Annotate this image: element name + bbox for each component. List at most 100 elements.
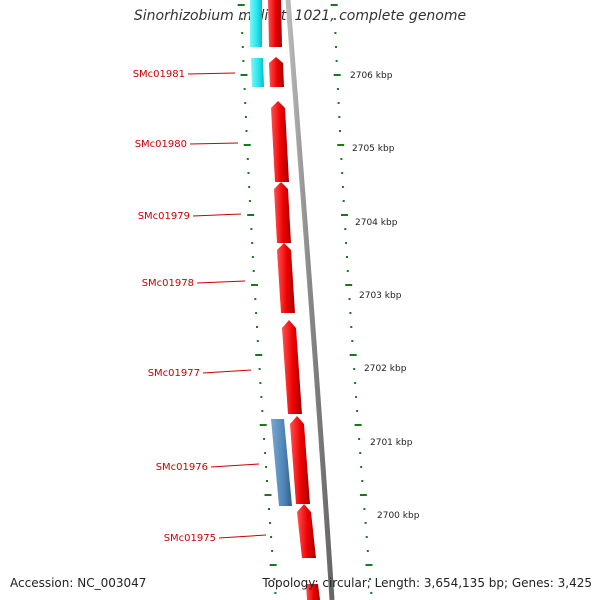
minor-tick [255, 312, 258, 314]
major-tick [264, 494, 272, 496]
genome-title: Sinorhizobium meliloti 1021, complete ge… [133, 8, 467, 24]
minor-tick [240, 18, 243, 20]
major-tick [337, 144, 345, 146]
gene-labels: SMc01981 SMc01980 SMc01979 SMc01978 SMc0… [133, 69, 216, 544]
forward-gene[interactable] [269, 57, 284, 87]
minor-tick [349, 312, 352, 314]
minor-tick [363, 508, 366, 510]
major-tick [240, 74, 248, 76]
minor-tick [258, 368, 261, 370]
minor-tick [348, 298, 351, 300]
major-tick [243, 144, 251, 146]
accession-text: Accession: NC_003047 [10, 576, 147, 590]
minor-tick [268, 508, 270, 510]
minor-tick [259, 382, 262, 384]
minor-tick [338, 116, 341, 118]
forward-gene[interactable] [306, 584, 320, 600]
minor-tick [358, 438, 361, 440]
minor-tick [242, 60, 245, 62]
minor-tick [369, 578, 372, 580]
reverse-gene-blue[interactable] [271, 419, 292, 506]
major-tick [237, 4, 245, 6]
minor-tick [241, 46, 244, 48]
minor-tick [248, 186, 251, 188]
minor-tick [333, 18, 336, 20]
minor-tick [366, 550, 369, 552]
minor-tick [360, 466, 363, 468]
minor-tick [336, 88, 339, 90]
minor-tick [345, 242, 348, 244]
major-tick [247, 214, 255, 216]
forward-gene[interactable] [274, 182, 291, 243]
minor-tick [266, 480, 268, 482]
gene-label[interactable]: SMc01980 [135, 139, 187, 150]
minor-tick [246, 158, 249, 160]
major-tick [330, 4, 338, 6]
minor-tick [335, 60, 338, 62]
forward-gene[interactable] [290, 416, 310, 504]
major-tick [255, 354, 263, 356]
major-tick [365, 564, 373, 566]
minor-tick [342, 200, 345, 202]
major-tick [359, 494, 367, 496]
minor-tick [263, 438, 266, 440]
outer-tick-track [330, 4, 373, 594]
minor-tick [265, 466, 268, 468]
position-label: 2706 kbp [350, 71, 393, 81]
minor-tick [256, 326, 258, 328]
minor-tick [244, 116, 247, 118]
gene-label[interactable]: SMc01981 [133, 69, 185, 80]
minor-tick [274, 592, 277, 594]
genome-summary: Topology: circular; Length: 3,654,135 bp… [262, 576, 592, 590]
gene-label[interactable]: SMc01977 [148, 368, 200, 379]
forward-gene[interactable] [297, 504, 316, 558]
minor-tick [243, 88, 246, 90]
minor-tick [351, 340, 354, 342]
minor-tick [340, 158, 343, 160]
reverse-gene[interactable] [251, 58, 264, 87]
forward-gene[interactable] [282, 320, 302, 414]
position-label: 2703 kbp [359, 291, 402, 301]
forward-gene[interactable] [277, 243, 295, 313]
gene-label[interactable]: SMc01975 [164, 533, 216, 544]
forward-gene[interactable] [271, 101, 289, 182]
gene-label[interactable]: SMc01978 [142, 278, 194, 289]
minor-tick [350, 326, 353, 328]
forward-strand-genes [268, 0, 320, 600]
minor-tick [364, 522, 367, 524]
reverse-gene[interactable] [250, 0, 262, 47]
minor-tick [341, 186, 344, 188]
minor-tick [353, 368, 356, 370]
minor-tick [346, 270, 349, 272]
position-label: 2702 kbp [364, 364, 407, 374]
minor-tick [356, 410, 359, 412]
major-tick [251, 284, 258, 286]
minor-tick [245, 130, 248, 132]
minor-tick [365, 536, 368, 538]
position-label: 2704 kbp [355, 218, 398, 228]
forward-gene[interactable] [268, 0, 282, 47]
minor-tick [355, 396, 358, 398]
position-label: 2705 kbp [352, 144, 395, 154]
major-tick [345, 284, 353, 286]
minor-tick [334, 32, 337, 34]
minor-tick [370, 592, 373, 594]
minor-tick [244, 102, 247, 104]
gene-label[interactable]: SMc01979 [138, 211, 190, 222]
minor-tick [241, 32, 244, 34]
minor-tick [341, 172, 344, 174]
gene-label[interactable]: SMc01976 [156, 462, 208, 473]
minor-tick [339, 130, 341, 132]
minor-tick [248, 200, 251, 202]
minor-tick [269, 522, 272, 524]
major-tick [333, 74, 341, 76]
major-tick [349, 354, 357, 356]
reverse-strand-genes [250, 0, 292, 506]
minor-tick [361, 480, 364, 482]
minor-tick [261, 410, 264, 412]
minor-tick [250, 228, 253, 230]
gene-label-leaders [187, 72, 267, 539]
minor-tick [337, 102, 340, 104]
minor-tick [335, 46, 337, 48]
